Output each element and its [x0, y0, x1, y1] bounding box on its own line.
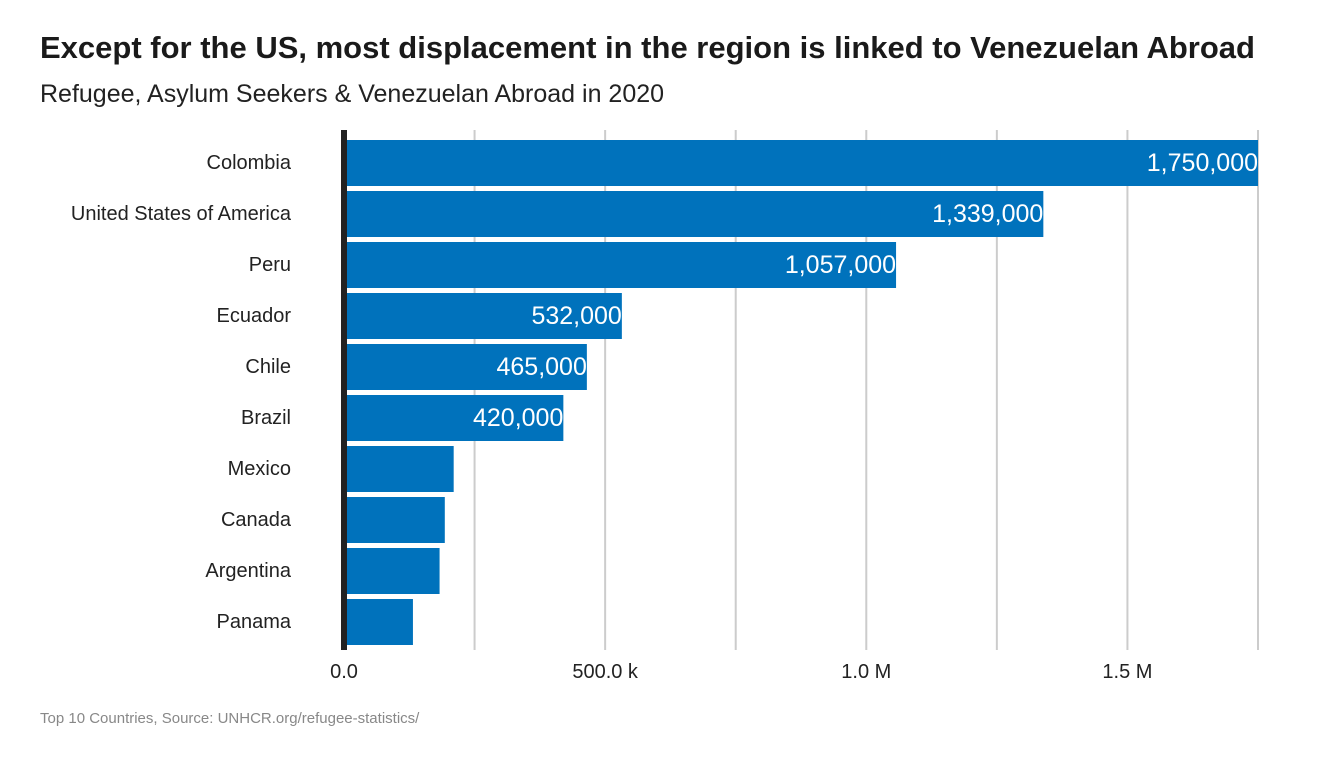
category-label: Argentina [205, 560, 291, 582]
bar [344, 548, 440, 594]
bars [344, 140, 1258, 645]
category-label: Chile [245, 356, 291, 378]
data-labels: 1,750,000 1,339,000 1,057,000 532,000 465,00… [473, 149, 1258, 432]
bar [344, 446, 454, 492]
bar [344, 242, 897, 288]
bar [344, 140, 1258, 186]
bar [344, 191, 1044, 237]
category-label: Mexico [228, 458, 291, 480]
data-label: 532,000 [531, 302, 621, 330]
category-labels: Colombia United States of America Peru Ecua… [71, 152, 292, 633]
data-label: 420,000 [473, 404, 563, 432]
data-label: 1,339,000 [932, 200, 1043, 228]
data-label: 1,057,000 [785, 251, 896, 279]
bar [344, 395, 564, 441]
bar [344, 344, 587, 390]
chart-title: Except for the US, most displacement in … [40, 30, 1255, 65]
chart-subtitle: Refugee, Asylum Seekers & Venezuelan Abr… [40, 80, 665, 108]
category-label: Peru [249, 254, 291, 276]
bar [344, 497, 445, 543]
x-tick-label: 500.0 k [572, 661, 639, 683]
bar [344, 599, 413, 645]
bar [344, 293, 622, 339]
data-label: 1,750,000 [1147, 149, 1258, 177]
category-label: Colombia [207, 152, 292, 174]
x-tick-labels: 0.0 500.0 k 1.0 M 1.5 M [330, 661, 1152, 683]
category-label: Panama [217, 611, 292, 633]
x-tick-label: 1.5 M [1102, 661, 1152, 683]
category-label: Canada [221, 509, 292, 531]
category-label: United States of America [71, 203, 292, 225]
chart-caption: Top 10 Countries, Source: UNHCR.org/refu… [40, 710, 420, 727]
data-label: 465,000 [496, 353, 586, 381]
category-label: Brazil [241, 407, 291, 429]
category-label: Ecuador [217, 305, 292, 327]
x-tick-label: 0.0 [330, 661, 358, 683]
x-tick-label: 1.0 M [841, 661, 891, 683]
